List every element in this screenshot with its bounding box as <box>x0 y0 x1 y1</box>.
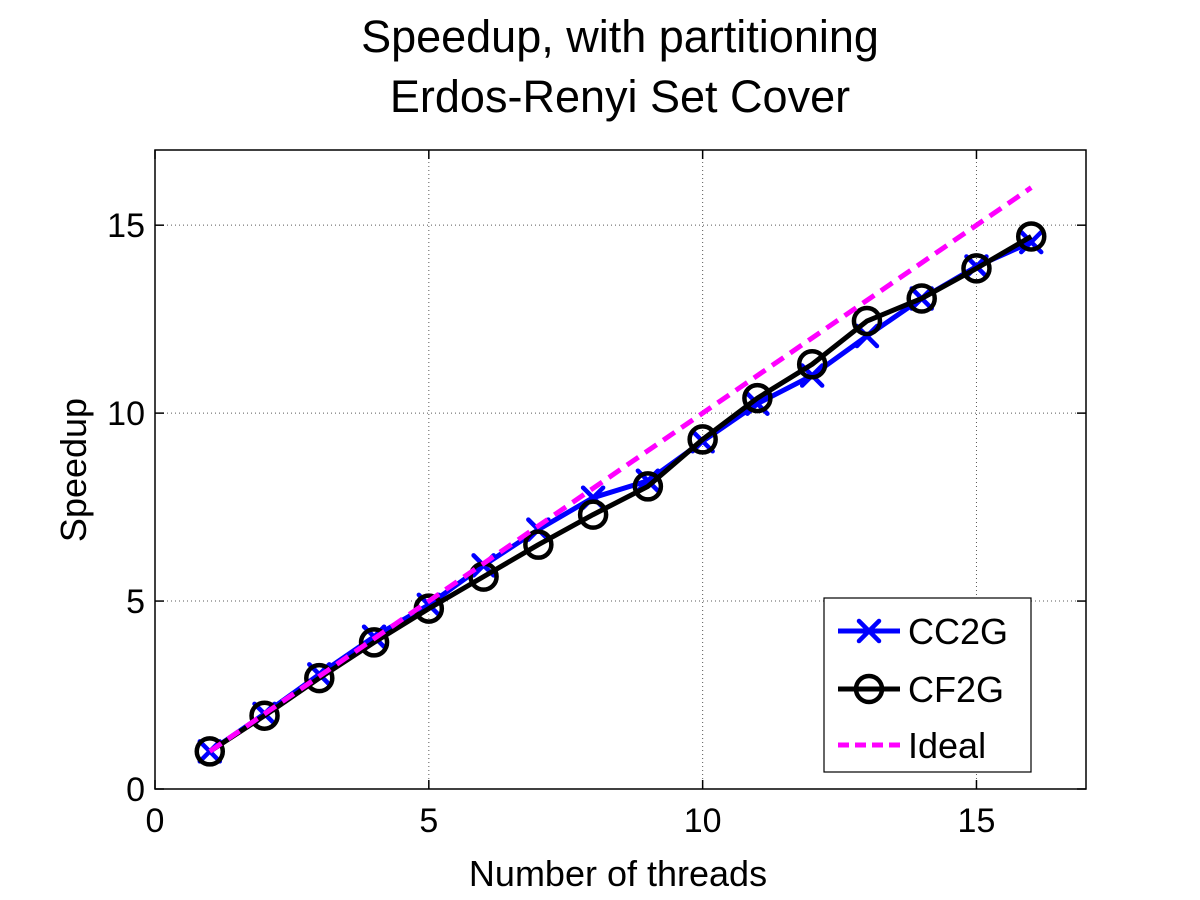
data-point-cf2g <box>194 736 226 767</box>
x-tick-label: 0 <box>146 802 165 840</box>
legend: CC2G CF2G Ideal <box>823 597 1032 773</box>
legend-label-ideal: Ideal <box>908 725 986 766</box>
data-point-cf2g <box>577 499 609 530</box>
series-layer <box>194 185 1047 767</box>
legend-label-cc2g: CC2G <box>908 611 1008 652</box>
series-line-ideal <box>208 185 1033 754</box>
data-point-cf2g <box>796 349 828 380</box>
data-point-cf2g <box>851 305 883 337</box>
data-point-cf2g <box>523 529 554 560</box>
data-point-cf2g <box>1015 221 1047 252</box>
y-tick-label: 10 <box>107 395 145 433</box>
data-point-cf2g <box>632 471 664 502</box>
data-point-cf2g <box>358 627 390 658</box>
legend-marker-cc2g <box>856 618 882 644</box>
data-point-cf2g <box>687 424 718 455</box>
legend-item-ideal: Ideal <box>838 725 986 766</box>
data-point-cf2g <box>742 382 773 414</box>
legend-item-cf2g: CF2G <box>838 669 1004 710</box>
y-tick-label: 15 <box>107 207 145 245</box>
x-tick-label: 10 <box>684 802 722 840</box>
data-point-cf2g <box>304 662 335 694</box>
data-point-cf2g <box>961 253 992 284</box>
legend-marker-cf2g <box>853 673 885 705</box>
axis-ticks: 0 5 10 15 0 5 10 15 <box>107 150 1086 840</box>
x-tick-label: 15 <box>958 802 996 840</box>
legend-marker-cc2g-stroke-b <box>856 618 882 644</box>
x-tick-label: 5 <box>419 802 438 840</box>
legend-items: CC2G CF2G Ideal <box>838 611 1008 766</box>
legend-item-cc2g: CC2G <box>838 611 1008 652</box>
y-tick-label: 5 <box>126 583 145 621</box>
plot-area-frame <box>154 149 1087 790</box>
chart-subtitle: Erdos-Renyi Set Cover <box>390 71 850 122</box>
x-axis-label: Number of threads <box>469 853 767 894</box>
series-ideal <box>208 185 1033 754</box>
chart-title: Speedup, with partitioning <box>361 11 879 62</box>
y-axis-label: Speedup <box>53 398 94 542</box>
data-point-cf2g <box>249 700 280 731</box>
legend-label-cf2g: CF2G <box>908 669 1004 710</box>
y-tick-label: 0 <box>126 771 145 809</box>
data-point-cf2g <box>906 283 937 314</box>
